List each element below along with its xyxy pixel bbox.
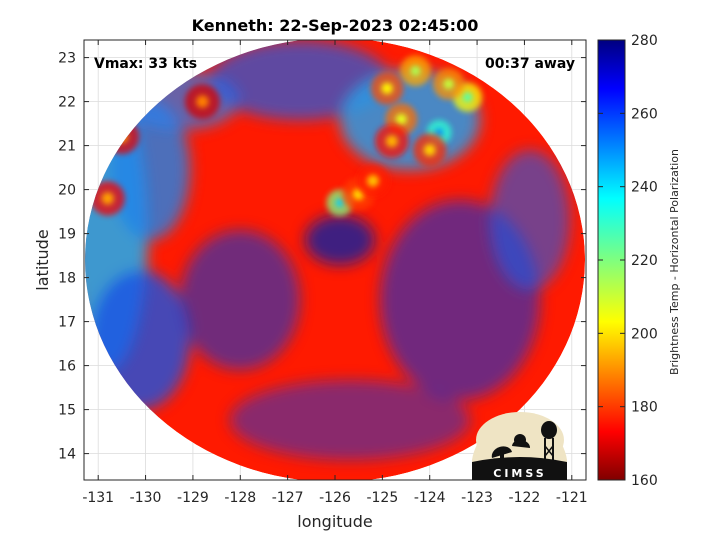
feature-core <box>366 174 379 187</box>
colorbar-tick-label: 280 <box>631 33 658 49</box>
y-tick-label: 16 <box>58 359 76 375</box>
y-tick-label: 15 <box>58 403 76 419</box>
colorbar-tick-label: 260 <box>631 106 658 122</box>
vmax-annotation: Vmax: 33 kts <box>94 56 197 72</box>
y-tick-label: 21 <box>58 139 76 155</box>
colorbar-tick-label: 180 <box>631 400 658 416</box>
feature-core <box>395 113 407 125</box>
y-tick-label: 18 <box>58 271 76 287</box>
x-tick-label: -130 <box>130 490 162 506</box>
feature-core <box>381 82 393 95</box>
feature-core <box>101 192 114 205</box>
x-tick-label: -128 <box>224 490 256 506</box>
x-tick-label: -131 <box>82 490 114 506</box>
feature-core <box>335 198 344 207</box>
y-tick-label: 23 <box>58 51 76 67</box>
x-tick-label: -121 <box>556 490 588 506</box>
cimss-logo: CIMSS <box>472 412 567 480</box>
y-tick-label: 14 <box>58 447 76 463</box>
chart-title: Kenneth: 22-Sep-2023 02:45:00 <box>192 16 479 35</box>
y-axis-label: latitude <box>33 229 52 290</box>
colorbar-tick-label: 200 <box>631 326 658 342</box>
colorbar-label: Brightness Temp - Horizontal Polarizatio… <box>668 149 681 375</box>
colorbar-tick-label: 240 <box>631 180 658 196</box>
feature-core <box>410 65 421 76</box>
colorbar-tick-label: 160 <box>631 473 658 489</box>
feature-core <box>196 95 209 108</box>
x-tick-label: -124 <box>414 490 446 506</box>
x-tick-label: -127 <box>272 490 304 506</box>
axis-ticks: -131 -130 -129 -128 -127 -126 -125 -124 -123 -122… <box>58 40 588 506</box>
x-tick-label: -123 <box>461 490 493 506</box>
y-tick-label: 20 <box>58 183 76 199</box>
y-tick-label: 22 <box>58 95 76 111</box>
feature-core <box>435 128 443 136</box>
x-axis-label: longitude <box>297 512 372 531</box>
logo-text: CIMSS <box>493 467 546 480</box>
feature-core <box>462 92 473 102</box>
x-tick-label: -122 <box>509 490 541 506</box>
feature-core <box>385 135 398 148</box>
x-tick-label: -125 <box>366 490 398 506</box>
colorbar-ticks: 160 180 200 220 240 260 280 <box>598 33 658 489</box>
feature-core <box>423 144 436 156</box>
x-tick-label: -129 <box>177 490 209 506</box>
feature-core <box>443 78 454 90</box>
y-tick-label: 17 <box>58 315 76 331</box>
time-away-annotation: 00:37 away <box>485 56 575 72</box>
colorbar-tick-label: 220 <box>631 253 658 269</box>
x-tick-label: -126 <box>319 490 351 506</box>
y-tick-label: 19 <box>58 227 76 243</box>
